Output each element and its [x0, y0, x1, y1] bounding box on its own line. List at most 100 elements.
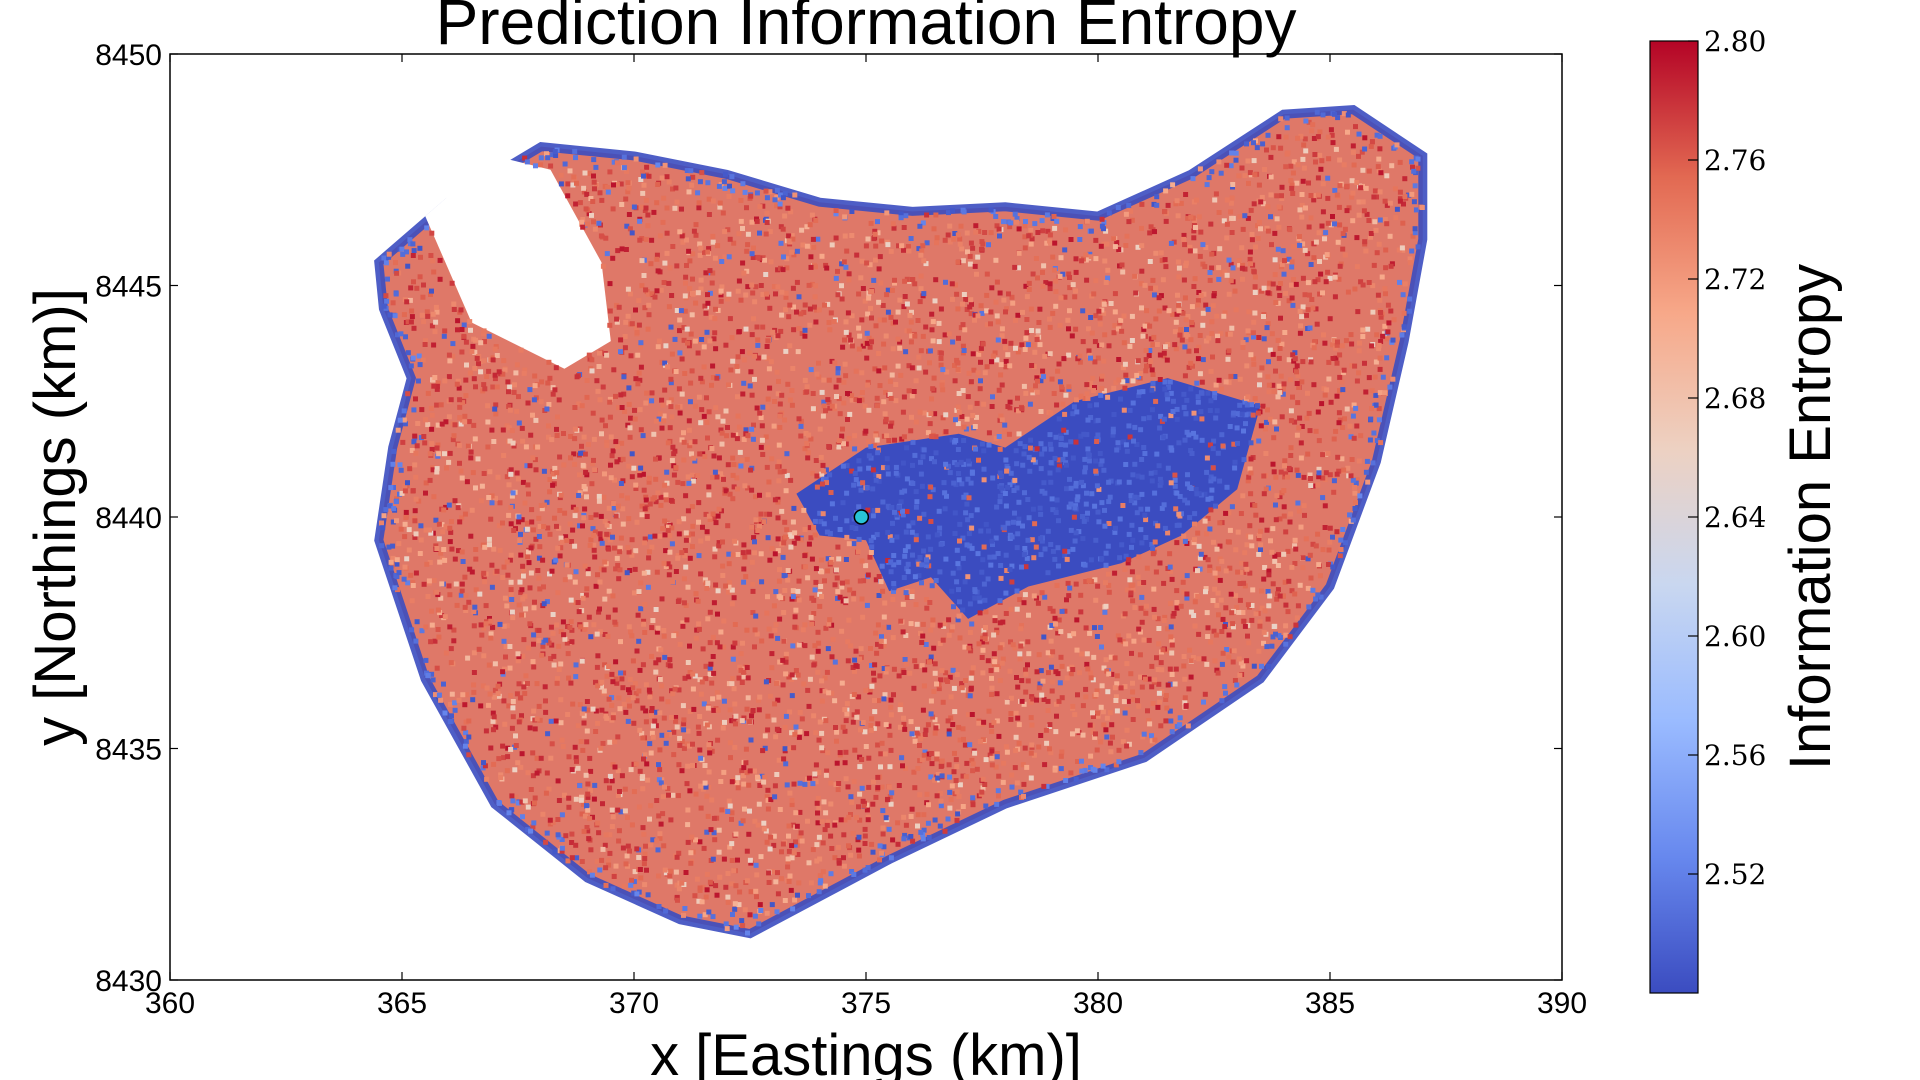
- scatter-point: [919, 580, 924, 586]
- scatter-point: [946, 210, 951, 216]
- scatter-point: [829, 622, 835, 628]
- scatter-point: [984, 364, 990, 370]
- scatter-point: [1052, 240, 1058, 246]
- scatter-point: [1382, 323, 1388, 329]
- scatter-point: [1017, 656, 1023, 662]
- scatter-point: [1244, 566, 1250, 572]
- scatter-point: [915, 823, 920, 829]
- scatter-point: [981, 466, 987, 472]
- scatter-point: [1270, 461, 1276, 467]
- scatter-point: [644, 514, 650, 519]
- scatter-point: [394, 518, 399, 524]
- scatter-point: [1183, 703, 1189, 709]
- scatter-point: [733, 883, 739, 889]
- scatter-point: [657, 533, 663, 539]
- scatter-point: [960, 773, 966, 779]
- scatter-point: [566, 754, 572, 760]
- scatter-point: [885, 287, 891, 293]
- scatter-point: [412, 433, 418, 439]
- scatter-point: [1073, 288, 1078, 294]
- scatter-point: [817, 510, 823, 516]
- scatter-point: [898, 211, 904, 217]
- scatter-point: [572, 744, 578, 750]
- scatter-point: [867, 687, 873, 693]
- scatter-point: [1084, 218, 1090, 224]
- scatter-point: [1182, 700, 1188, 706]
- scatter-point: [1020, 523, 1025, 529]
- scatter-point: [1034, 389, 1040, 395]
- scatter-point: [690, 686, 696, 692]
- scatter-point: [1233, 547, 1239, 553]
- scatter-point: [1340, 231, 1346, 237]
- scatter-point: [662, 387, 668, 393]
- scatter-point: [957, 635, 963, 641]
- scatter-point: [450, 353, 456, 359]
- scatter-point: [686, 189, 692, 195]
- scatter-point: [920, 220, 926, 226]
- scatter-point: [1066, 326, 1071, 332]
- scatter-point: [779, 849, 784, 855]
- scatter-point: [856, 504, 862, 510]
- scatter-point: [1196, 290, 1202, 295]
- scatter-point: [681, 337, 687, 343]
- scatter-point: [614, 459, 620, 465]
- scatter-point: [1114, 681, 1120, 687]
- scatter-point: [938, 362, 944, 368]
- scatter-point: [706, 784, 712, 790]
- scatter-point: [1271, 469, 1277, 475]
- scatter-point: [1341, 467, 1347, 473]
- scatter-point: [877, 317, 883, 323]
- scatter-point: [1167, 666, 1173, 672]
- scatter-point: [749, 219, 755, 225]
- scatter-point: [586, 352, 592, 358]
- scatter-point: [489, 584, 495, 590]
- scatter-point: [614, 302, 620, 308]
- scatter-point: [964, 501, 970, 507]
- scatter-point: [1376, 417, 1382, 423]
- scatter-point: [1041, 783, 1047, 789]
- scatter-point: [1024, 555, 1030, 561]
- scatter-point: [875, 219, 880, 225]
- scatter-point: [974, 271, 979, 277]
- scatter-point: [1363, 248, 1369, 254]
- scatter-point: [1157, 352, 1163, 358]
- scatter-point: [946, 731, 952, 737]
- scatter-point: [1205, 634, 1211, 639]
- scatter-point: [1223, 568, 1229, 574]
- scatter-point: [1004, 468, 1010, 474]
- scatter-point: [629, 321, 635, 327]
- scatter-point: [839, 433, 845, 439]
- scatter-point: [1202, 554, 1208, 560]
- scatter-point: [725, 899, 731, 905]
- scatter-point: [685, 660, 691, 665]
- scatter-point: [714, 690, 720, 696]
- scatter-point: [1202, 691, 1208, 697]
- scatter-point: [1058, 654, 1064, 660]
- scatter-point: [719, 441, 725, 447]
- scatter-point: [491, 694, 497, 700]
- scatter-point: [741, 542, 747, 548]
- scatter-point: [797, 729, 803, 735]
- scatter-point: [882, 751, 888, 757]
- scatter-point: [938, 803, 944, 809]
- scatter-point: [1160, 647, 1166, 653]
- scatter-point: [942, 828, 948, 834]
- scatter-point: [652, 718, 658, 724]
- scatter-point: [832, 855, 838, 861]
- scatter-point: [1209, 331, 1215, 337]
- scatter-point: [500, 371, 506, 377]
- scatter-point: [1356, 348, 1362, 354]
- scatter-point: [742, 189, 748, 195]
- scatter-point: [461, 322, 467, 328]
- scatter-point: [1283, 471, 1289, 477]
- scatter-point: [690, 291, 696, 297]
- scatter-point: [622, 409, 628, 414]
- scatter-point: [1150, 701, 1156, 706]
- scatter-point: [850, 719, 856, 725]
- scatter-point: [1008, 716, 1014, 722]
- scatter-point: [816, 360, 821, 366]
- scatter-point: [757, 523, 762, 529]
- scatter-point: [819, 594, 824, 599]
- scatter-point: [1045, 650, 1051, 656]
- scatter-point: [767, 846, 773, 852]
